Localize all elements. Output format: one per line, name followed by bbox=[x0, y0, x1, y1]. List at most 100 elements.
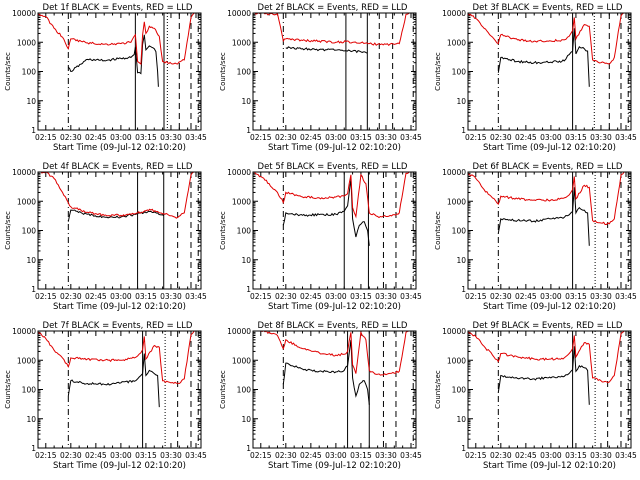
y-tick-label: 1 bbox=[31, 285, 36, 294]
events-series-line bbox=[282, 178, 370, 246]
detector-panel: Det 8f BLACK = Events, RED = LLD Start Ti… bbox=[219, 321, 422, 471]
y-axis-label: Counts/sec bbox=[219, 370, 227, 409]
plot-frame bbox=[252, 171, 417, 290]
x-tick-label: 03:30 bbox=[590, 292, 612, 301]
events-series-line bbox=[497, 28, 590, 87]
x-tick-label: 02:15 bbox=[35, 451, 57, 460]
y-tick-label: 100 bbox=[452, 68, 467, 77]
plot-area bbox=[253, 172, 414, 289]
y-tick-label: 10000 bbox=[227, 168, 251, 177]
x-tick-label: 03:00 bbox=[110, 292, 132, 301]
x-tick-label: 03:00 bbox=[325, 451, 347, 460]
plot-area bbox=[468, 331, 629, 448]
x-tick-label: 02:15 bbox=[35, 133, 57, 142]
x-tick-label: 03:00 bbox=[540, 292, 562, 301]
x-axis-label: Start Time (09-Jul-12 02:10:20) bbox=[53, 461, 186, 471]
x-tick-label: 03:15 bbox=[350, 451, 372, 460]
panel-title: Det 3f BLACK = Events, RED = LLD bbox=[473, 3, 623, 13]
y-tick-label: 10 bbox=[26, 97, 36, 106]
y-axis-label: Counts/sec bbox=[434, 52, 442, 91]
x-tick-label: 02:15 bbox=[250, 451, 272, 460]
y-tick-label: 10000 bbox=[12, 168, 36, 177]
y-tick-label: 100 bbox=[237, 68, 252, 77]
panel-title: Det 6f BLACK = Events, RED = LLD bbox=[473, 162, 623, 172]
y-tick-label: 10 bbox=[456, 415, 466, 424]
detector-panel: Det 4f BLACK = Events, RED = LLD Start Ti… bbox=[4, 162, 207, 312]
events-series-line bbox=[497, 187, 590, 246]
y-tick-label: 1000 bbox=[232, 38, 251, 47]
x-tick-label: 03:15 bbox=[135, 292, 157, 301]
x-tick-label: 03:15 bbox=[135, 451, 157, 460]
x-tick-label: 03:00 bbox=[540, 451, 562, 460]
events-series-line bbox=[282, 339, 370, 405]
x-tick-label: 03:30 bbox=[375, 451, 397, 460]
detector-panel: Det 3f BLACK = Events, RED = LLD Start Ti… bbox=[434, 3, 637, 153]
x-tick-label: 02:30 bbox=[275, 292, 297, 301]
y-tick-label: 10 bbox=[241, 415, 251, 424]
y-tick-label: 1000 bbox=[447, 197, 466, 206]
x-tick-label: 03:45 bbox=[615, 292, 637, 301]
x-tick-label: 02:45 bbox=[515, 451, 537, 460]
events-series-line bbox=[67, 353, 160, 408]
panel-title: Det 2f BLACK = Events, RED = LLD bbox=[258, 3, 408, 13]
x-tick-label: 03:30 bbox=[160, 292, 182, 301]
x-tick-label: 02:45 bbox=[515, 292, 537, 301]
x-tick-label: 03:30 bbox=[160, 133, 182, 142]
x-tick-label: 03:15 bbox=[135, 133, 157, 142]
x-tick-label: 03:15 bbox=[350, 133, 372, 142]
x-tick-label: 03:30 bbox=[590, 451, 612, 460]
panel-title: Det 7f BLACK = Events, RED = LLD bbox=[43, 321, 193, 331]
x-tick-label: 02:45 bbox=[515, 133, 537, 142]
lld-series-line bbox=[38, 331, 195, 385]
y-tick-label: 10 bbox=[456, 97, 466, 106]
x-axis-label: Start Time (09-Jul-12 02:10:20) bbox=[268, 302, 401, 312]
y-tick-label: 1 bbox=[31, 126, 36, 135]
y-axis-label: Counts/sec bbox=[4, 52, 12, 91]
plot-area bbox=[468, 172, 629, 289]
plot-frame bbox=[252, 12, 417, 131]
lld-series-line bbox=[38, 13, 195, 65]
x-tick-label: 03:45 bbox=[400, 451, 422, 460]
y-tick-label: 100 bbox=[22, 68, 37, 77]
y-tick-label: 100 bbox=[237, 227, 252, 236]
x-tick-label: 03:45 bbox=[185, 292, 207, 301]
lld-series-line bbox=[468, 331, 625, 384]
x-tick-label: 03:45 bbox=[185, 451, 207, 460]
x-tick-label: 02:45 bbox=[300, 292, 322, 301]
y-axis-label: Counts/sec bbox=[434, 211, 442, 250]
x-tick-label: 03:00 bbox=[325, 133, 347, 142]
x-tick-label: 02:30 bbox=[490, 451, 512, 460]
x-tick-label: 02:45 bbox=[85, 292, 107, 301]
x-tick-label: 02:15 bbox=[250, 133, 272, 142]
y-axis-label: Counts/sec bbox=[219, 211, 227, 250]
x-axis-label: Start Time (09-Jul-12 02:10:20) bbox=[483, 461, 616, 471]
x-tick-label: 02:30 bbox=[275, 133, 297, 142]
x-axis-label: Start Time (09-Jul-12 02:10:20) bbox=[483, 302, 616, 312]
x-tick-label: 03:45 bbox=[615, 451, 637, 460]
x-tick-label: 02:15 bbox=[35, 292, 57, 301]
plot-frame bbox=[37, 171, 202, 290]
lld-series-line bbox=[38, 172, 195, 219]
lld-series-line bbox=[253, 331, 410, 376]
events-series-line bbox=[67, 209, 165, 222]
plot-frame bbox=[467, 171, 632, 290]
x-tick-label: 03:30 bbox=[590, 133, 612, 142]
lld-series-line bbox=[468, 13, 625, 65]
y-tick-label: 10000 bbox=[442, 168, 466, 177]
lld-series-line bbox=[468, 172, 625, 225]
x-axis-label: Start Time (09-Jul-12 02:10:20) bbox=[53, 143, 186, 153]
x-tick-label: 03:30 bbox=[375, 133, 397, 142]
x-tick-label: 03:30 bbox=[160, 451, 182, 460]
x-tick-label: 02:15 bbox=[465, 451, 487, 460]
x-axis-label: Start Time (09-Jul-12 02:10:20) bbox=[483, 143, 616, 153]
y-axis-label: Counts/sec bbox=[434, 370, 442, 409]
y-tick-label: 10 bbox=[241, 256, 251, 265]
y-axis-label: Counts/sec bbox=[4, 370, 12, 409]
plot-area bbox=[38, 331, 199, 448]
plot-frame bbox=[467, 12, 632, 131]
x-tick-label: 03:45 bbox=[185, 133, 207, 142]
y-tick-label: 1 bbox=[461, 285, 466, 294]
x-tick-label: 03:15 bbox=[565, 133, 587, 142]
x-tick-label: 03:15 bbox=[350, 292, 372, 301]
